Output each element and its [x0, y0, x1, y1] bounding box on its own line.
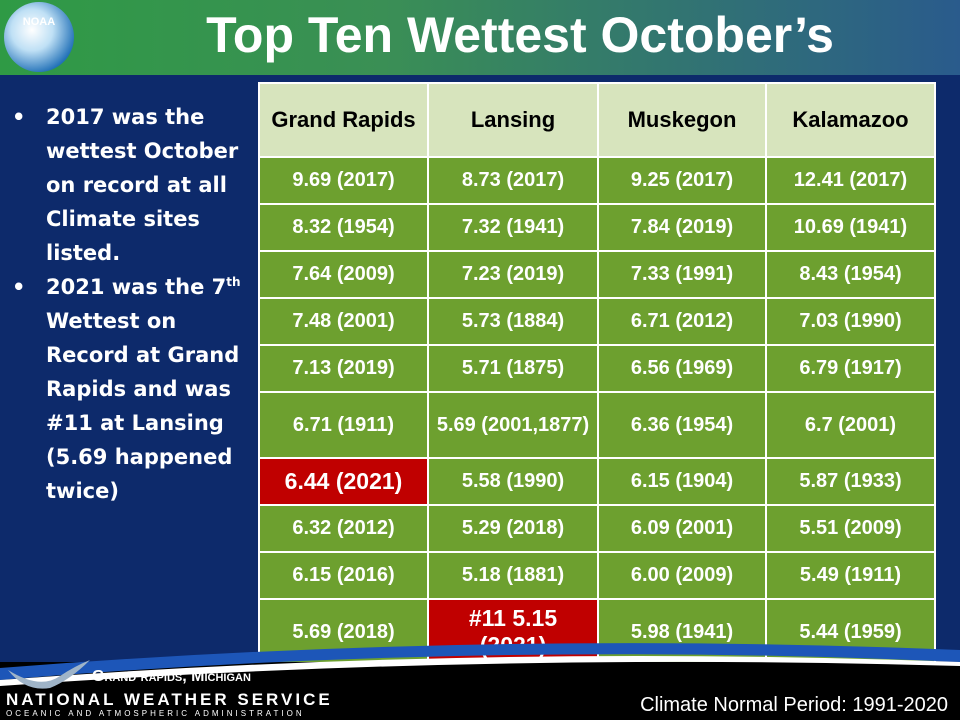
table-cell: 9.69 (2017): [258, 156, 429, 205]
table-cell: 7.32 (1941): [427, 203, 599, 252]
bullet: 2021 was the 7th Wettest on Record at Gr…: [10, 270, 250, 508]
bullet-list: 2017 was the wettest October on record a…: [10, 100, 250, 508]
swoosh: [0, 643, 960, 680]
table-row: 7.64 (2009) 7.23 (2019) 7.33 (1991) 8.43 (1…: [258, 250, 936, 299]
table-row: 7.48 (2001) 5.73 (1884) 6.71 (2012) 7.03 (1…: [258, 297, 936, 346]
table-cell: 6.09 (2001): [597, 504, 767, 553]
table-cell: 7.03 (1990): [765, 297, 936, 346]
wing-logo: [8, 660, 90, 689]
swoosh: [0, 656, 960, 686]
table-row: 8.32 (1954) 7.32 (1941) 7.84 (2019) 10.69 (…: [258, 203, 936, 252]
table-cell: 6.15 (1904): [597, 457, 767, 506]
footnote: Climate Normal Period: 1991-2020: [640, 694, 948, 716]
column-header: Lansing: [427, 82, 599, 158]
table-cell: 6.15 (2016): [258, 551, 429, 600]
table: Grand Rapids Lansing Muskegon Kalamazoo 9.6…: [258, 82, 936, 666]
table-row: 7.13 (2019) 5.71 (1875) 6.56 (1969) 6.79 (1…: [258, 344, 936, 393]
table-cell: 7.33 (1991): [597, 250, 767, 299]
table-cell: 8.32 (1954): [258, 203, 429, 252]
table-cell: 9.25 (2017): [597, 156, 767, 205]
table-cell: 5.49 (1911): [765, 551, 936, 600]
table-cell: 7.64 (2009): [258, 250, 429, 299]
table-cell: 6.32 (2012): [258, 504, 429, 553]
office-name: Grand rapids, Michigan: [92, 668, 251, 685]
table-cell: 12.41 (2017): [765, 156, 936, 205]
superscript: th: [226, 275, 241, 289]
bullet-text: 2021 was the 7: [46, 275, 227, 299]
table-cell: 5.18 (1881): [427, 551, 599, 600]
table-cell: 5.58 (1990): [427, 457, 599, 506]
table-row: 6.71 (1911) 5.69 (2001,1877) 6.36 (1954) 6.…: [258, 391, 936, 459]
table-cell: 6.71 (2012): [597, 297, 767, 346]
table-cell: 7.48 (2001): [258, 297, 429, 346]
logo: NOAA: [4, 2, 74, 72]
table-row: 6.32 (2012) 5.29 (2018) 6.09 (2001) 5.51 (2…: [258, 504, 936, 553]
table-cell: 5.51 (2009): [765, 504, 936, 553]
column-header: Grand Rapids: [258, 82, 429, 158]
table-cell: 5.87 (1933): [765, 457, 936, 506]
table-cell: 8.73 (2017): [427, 156, 599, 205]
table-cell: 6.36 (1954): [597, 391, 767, 459]
table-cell: 5.69 (2001,1877): [427, 391, 599, 459]
table-cell: 8.43 (1954): [765, 250, 936, 299]
table-cell: 6.00 (2009): [597, 551, 767, 600]
table-row: 9.69 (2017) 8.73 (2017) 9.25 (2017) 12.41 (…: [258, 156, 936, 205]
column-header: Kalamazoo: [765, 82, 936, 158]
table-cell: 6.79 (1917): [765, 344, 936, 393]
table-cell: 7.84 (2019): [597, 203, 767, 252]
table-row: 6.15 (2016) 5.18 (1881) 6.00 (2009) 5.49 (1…: [258, 551, 936, 600]
title: Top Ten Wettest October’s: [206, 7, 834, 63]
table-cell: 6.56 (1969): [597, 344, 767, 393]
footer-graphic: [0, 643, 960, 720]
table-cell: 6.7 (2001): [765, 391, 936, 459]
table-cell: 10.69 (1941): [765, 203, 936, 252]
table-cell: 6.71 (1911): [258, 391, 429, 459]
table-cell: 7.13 (2019): [258, 344, 429, 393]
bullet-text: Wettest on Record at Grand Rapids and wa…: [46, 309, 240, 503]
header-row: Grand Rapids Lansing Muskegon Kalamazoo: [258, 82, 936, 158]
table-cell: 7.23 (2019): [427, 250, 599, 299]
bullet: 2017 was the wettest October on record a…: [10, 100, 250, 270]
highlighted-cell: 6.44 (2021): [258, 457, 429, 506]
table-row: 6.44 (2021) 5.58 (1990) 6.15 (1904) 5.87 (1…: [258, 457, 936, 506]
table-cell: 5.29 (2018): [427, 504, 599, 553]
agency-name: National Weather Service: [6, 690, 333, 709]
parent-agency: Oceanic and atmospheric administration: [6, 709, 305, 718]
column-header: Muskegon: [597, 82, 767, 158]
table-cell: 5.73 (1884): [427, 297, 599, 346]
title-bar: NOAA Top Ten Wettest October’s: [0, 0, 960, 75]
table-cell: 5.71 (1875): [427, 344, 599, 393]
